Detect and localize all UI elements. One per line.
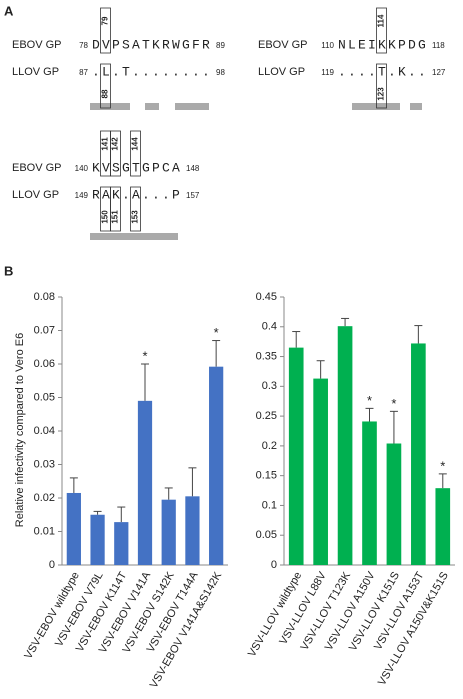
y-tick-label: 0.25 <box>256 410 277 422</box>
bar <box>185 496 200 565</box>
y-tick-label: 0.03 <box>34 458 55 470</box>
position-number: 123 <box>377 87 386 101</box>
bar <box>337 326 353 565</box>
sequence: DVPSATKRWGFR <box>92 37 212 52</box>
sequence-name: LLOV GP <box>258 66 305 78</box>
significance-marker: * <box>367 393 372 408</box>
sequence: RAK.A...P <box>92 187 182 202</box>
position-box <box>110 130 121 177</box>
position-box <box>100 7 111 54</box>
y-tick-label: 0.08 <box>34 291 55 303</box>
y-tick-label: 0.1 <box>262 499 277 511</box>
panel-label: A <box>4 3 14 18</box>
position-number: 153 <box>131 210 140 224</box>
end-position: 118 <box>432 41 445 50</box>
position-box <box>376 63 387 109</box>
bar <box>90 514 105 565</box>
position-box <box>130 130 141 177</box>
start-position: 110 <box>321 41 334 50</box>
y-tick-label: 0.04 <box>34 425 55 437</box>
sequence-name: EBOV GP <box>12 39 62 51</box>
sequence: ....T.K.. <box>338 64 428 79</box>
region-bars <box>90 103 422 240</box>
y-tick-label: 0.15 <box>256 470 277 482</box>
bar <box>114 522 129 565</box>
start-position: 119 <box>321 68 334 77</box>
bar <box>386 443 402 565</box>
y-tick-label: 0.45 <box>256 291 277 303</box>
bar <box>362 421 377 565</box>
y-tick-label: 0.4 <box>262 321 277 333</box>
start-position: 87 <box>79 68 88 77</box>
y-axis-label: Relative infectivity compared to Vero E6 <box>14 333 26 527</box>
start-position: 149 <box>75 191 89 200</box>
y-tick-label: 0.35 <box>256 350 277 362</box>
y-tick-label: 0.3 <box>262 380 277 392</box>
y-tick-label: 0.02 <box>34 492 55 504</box>
y-tick-label: 0.06 <box>34 358 55 370</box>
sequence-name: EBOV GP <box>258 39 308 51</box>
y-tick-label: 0.01 <box>34 525 55 537</box>
sequence: NLEIKKPDG <box>338 37 428 52</box>
position-box <box>110 186 121 232</box>
start-position: 78 <box>79 41 88 50</box>
sequence: .L.T........ <box>92 64 212 79</box>
y-tick-label: 0.05 <box>34 391 55 403</box>
y-tick-label: 0.05 <box>256 529 277 541</box>
bar <box>66 492 81 565</box>
position-number: 79 <box>101 16 110 25</box>
position-box <box>100 63 111 109</box>
bar <box>137 400 153 565</box>
bar <box>435 488 451 565</box>
end-position: 148 <box>186 164 200 173</box>
position-number: 88 <box>101 89 110 98</box>
panel-label: B <box>4 263 13 278</box>
y-tick-label: 0.2 <box>262 440 277 452</box>
significance-marker: * <box>440 458 445 473</box>
position-number: 151 <box>111 210 120 224</box>
sequence-name: LLOV GP <box>12 66 59 78</box>
y-tick-label: 0 <box>49 559 55 571</box>
position-number: 144 <box>131 137 140 151</box>
end-position: 98 <box>216 68 225 77</box>
position-box <box>130 186 141 232</box>
bar <box>313 378 328 565</box>
significance-marker: * <box>214 325 219 340</box>
end-position: 89 <box>216 41 225 50</box>
sequence: KVSGTGPCA <box>92 160 182 175</box>
bar <box>209 366 224 565</box>
position-box <box>376 7 387 54</box>
significance-marker: * <box>391 396 396 411</box>
end-position: 127 <box>432 68 446 77</box>
end-position: 157 <box>186 191 200 200</box>
significance-marker: * <box>142 348 147 363</box>
start-position: 140 <box>75 164 89 173</box>
y-tick-label: 0.07 <box>34 324 55 336</box>
position-number: 114 <box>377 14 386 27</box>
position-number: 150 <box>101 210 110 224</box>
bar <box>161 499 176 565</box>
y-tick-label: 0 <box>271 559 277 571</box>
position-number: 142 <box>111 137 120 151</box>
position-number: 141 <box>101 137 110 151</box>
sequence-name: LLOV GP <box>12 189 59 201</box>
sequence-name: EBOV GP <box>12 162 62 174</box>
bar <box>411 343 426 565</box>
bar <box>288 347 304 565</box>
